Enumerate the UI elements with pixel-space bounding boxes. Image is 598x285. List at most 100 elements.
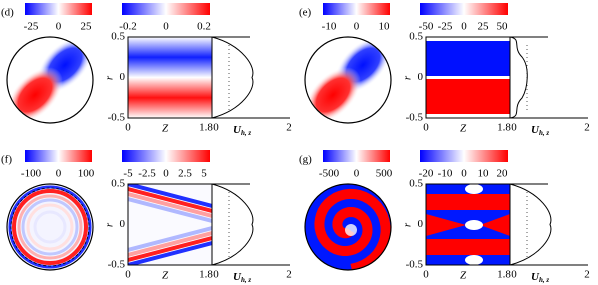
z-tick-label: 1.8 (199, 122, 213, 134)
field (128, 37, 212, 118)
r-tick-label: 0 (120, 71, 126, 83)
u-tick-label: 0 (213, 122, 219, 134)
panel-label: (d) (1, 7, 14, 19)
red-band (426, 79, 510, 114)
field-colorbar-tick: 50 (497, 21, 509, 33)
disk-colorbar-tick: 0 (354, 21, 360, 33)
u-tick-label: 2 (286, 122, 292, 134)
velocity-profile (211, 183, 254, 266)
field-colorbar (420, 3, 508, 15)
disk-field (305, 37, 391, 123)
r-tick-label: 0 (418, 218, 424, 230)
disk-colorbar-tick: 0 (56, 168, 62, 180)
disk-colorbar (25, 150, 92, 162)
u-axis-label: Uh, z (531, 271, 549, 284)
u-subscript: h, z (539, 276, 549, 284)
r-axis-label: r (104, 222, 116, 227)
z-axis-label: Z (162, 123, 169, 135)
r-tick-label: 0.5 (409, 31, 423, 43)
r-tick-label: -0.5 (406, 112, 424, 124)
r-axis-label: r (402, 75, 414, 80)
field-colorbar-tick: 0 (461, 21, 467, 33)
r-tick-label: 0 (418, 71, 424, 83)
field-colorbar (122, 150, 210, 162)
field-colorbar-tick: -2.5 (138, 168, 156, 180)
white-node (465, 255, 483, 265)
disk-colorbar (25, 3, 92, 15)
red-lobe (7, 67, 63, 123)
field-colorbar-tick: -25 (438, 21, 453, 33)
field-colorbar-tick: 2.5 (178, 168, 192, 180)
ring (21, 198, 79, 256)
r-axis-label: r (402, 222, 414, 227)
field-colorbar (122, 3, 210, 15)
disk-colorbar (323, 3, 390, 15)
panel: (d)-25 0 25 -0.2 0 0.20.50-0.5r0 Z 1.8 0 2Uh, z (1, 3, 292, 137)
u-tick-label: 2 (584, 269, 590, 281)
field (426, 184, 510, 265)
stripe (128, 241, 212, 265)
white-node (465, 220, 483, 230)
u-tick-label: 2 (286, 269, 292, 281)
red-band (426, 194, 510, 210)
z-tick-label: 1.8 (497, 269, 511, 281)
disk-colorbar-tick: 100 (78, 168, 95, 180)
ring (12, 189, 88, 265)
field-bg (128, 37, 212, 118)
disk-border (6, 183, 94, 271)
field-colorbar-tick: -5 (123, 168, 133, 180)
panel-label: (g) (299, 154, 312, 166)
z-tick-label: 1.8 (199, 269, 213, 281)
field-colorbar-tick: -0.2 (119, 21, 136, 33)
field-colorbar-tick: 0.2 (197, 21, 211, 33)
u-tick-label: 0 (213, 269, 219, 281)
ring (17, 194, 83, 260)
spiral (314, 188, 391, 270)
field (128, 184, 212, 265)
u-tick-label: 0 (511, 122, 517, 134)
panel-label: (e) (299, 7, 312, 19)
u-subscript: h, z (241, 129, 251, 137)
field-colorbar-tick: -50 (419, 21, 434, 33)
field (426, 37, 510, 118)
core (345, 224, 357, 236)
z-axis-label: Z (460, 123, 467, 135)
stripe (128, 231, 212, 257)
panel: (f)-100 0 100 -5 -2.5 0 2.5 50.50-0.5r0 Z 1.8 0 2Uh… (1, 150, 292, 284)
panel: (e)-10 0 10 -50 -25 0 25 500.50-0.5r0 Z 1.8 0 2Uh, … (299, 3, 590, 137)
ring (8, 185, 92, 269)
disk-colorbar-tick: -25 (24, 21, 39, 33)
disk-colorbar-tick: -10 (322, 21, 337, 33)
z-tick-label: 1.8 (497, 122, 511, 134)
stripe (128, 184, 212, 208)
z-axis-label: Z (460, 270, 467, 282)
red-band (426, 239, 510, 255)
r-axis-label: r (104, 75, 116, 80)
u-tick-label: 0 (511, 269, 517, 281)
r-tick-label: -0.5 (108, 259, 126, 271)
velocity-profile (211, 36, 254, 119)
red-lobe (305, 67, 361, 123)
panel: (g)-500 0 500 -20 -10 0 10 200.50-0.5r0 Z 1.8 0 2Uh… (299, 150, 590, 284)
r-tick-label: 0.5 (111, 178, 125, 190)
r-tick-label: 0 (120, 218, 126, 230)
disk-colorbar-tick: -500 (319, 168, 340, 180)
disk-colorbar-tick: -100 (21, 168, 42, 180)
ring (26, 203, 74, 251)
z-tick-label: 0 (125, 122, 131, 134)
z-tick-label: 0 (423, 122, 429, 134)
field-border (127, 183, 213, 266)
field-colorbar-tick: 20 (497, 168, 509, 180)
ring (33, 210, 67, 244)
disk-colorbar-tick: 500 (376, 168, 393, 180)
u-subscript: h, z (539, 129, 549, 137)
field-border (127, 36, 213, 119)
field-colorbar-tick: -20 (419, 168, 434, 180)
u-symbol: U (531, 271, 540, 283)
disk-colorbar-tick: 0 (56, 21, 62, 33)
field-border (425, 36, 511, 119)
field-colorbar-tick: -10 (438, 168, 453, 180)
field-colorbar-tick: 0 (163, 168, 169, 180)
stripe (128, 187, 212, 213)
field-colorbar-tick: 5 (201, 168, 207, 180)
